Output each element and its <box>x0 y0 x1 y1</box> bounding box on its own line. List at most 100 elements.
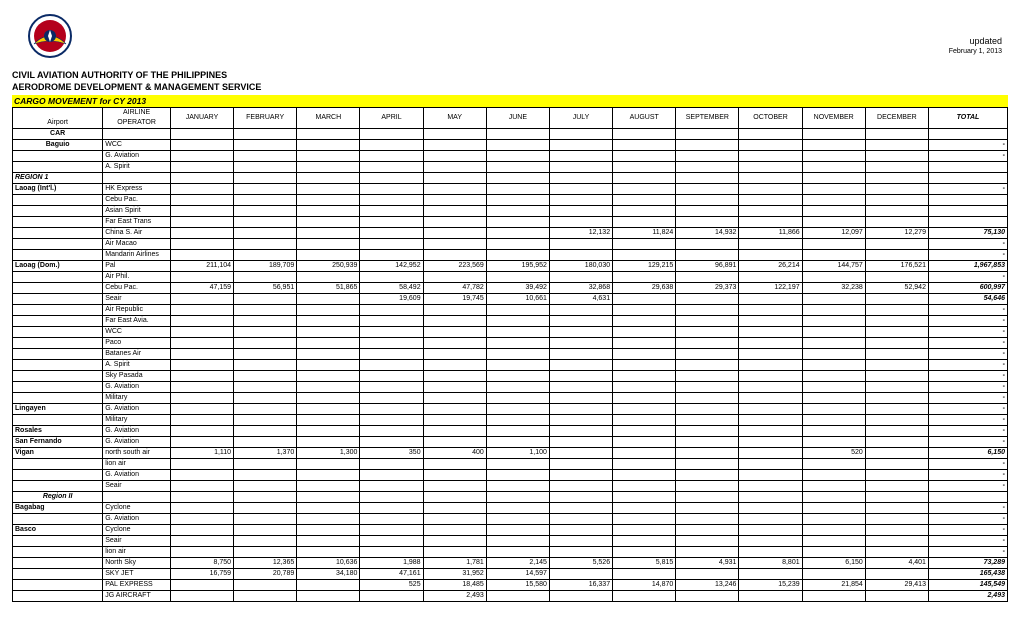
cell-airport: Lingayen <box>13 404 103 415</box>
cell-month <box>676 349 739 360</box>
cell-month <box>676 184 739 195</box>
col-jul: JULY <box>549 108 612 129</box>
cell-month <box>234 536 297 547</box>
cell-month <box>170 547 233 558</box>
table-row: PAL EXPRESS52518,48515,58016,33714,87013… <box>13 580 1008 591</box>
cell-month <box>170 382 233 393</box>
table-row: REGION 1 <box>13 173 1008 184</box>
cell-month <box>549 492 612 503</box>
cell-month <box>549 404 612 415</box>
cell-month <box>360 151 423 162</box>
cell-month <box>297 492 360 503</box>
cell-operator: Military <box>103 415 171 426</box>
cell-month <box>423 426 486 437</box>
table-row: Asian Spirit <box>13 206 1008 217</box>
cell-total: - <box>928 140 1007 151</box>
cell-month <box>802 426 865 437</box>
col-total: TOTAL <box>928 108 1007 129</box>
cell-month <box>170 415 233 426</box>
cell-month: 29,638 <box>613 283 676 294</box>
cell-month <box>234 470 297 481</box>
cell-total: - <box>928 184 1007 195</box>
cell-month <box>234 129 297 140</box>
cell-month <box>802 327 865 338</box>
cell-month <box>865 217 928 228</box>
cell-month: 520 <box>802 448 865 459</box>
table-row: lion air- <box>13 459 1008 470</box>
cell-month <box>739 525 802 536</box>
cell-month <box>549 173 612 184</box>
cell-month <box>360 547 423 558</box>
cell-month <box>170 393 233 404</box>
cell-month <box>423 162 486 173</box>
cargo-table: Airport AIRLINEOPERATOR JANUARY FEBRUARY… <box>12 107 1008 602</box>
cell-month <box>676 305 739 316</box>
cell-month <box>865 382 928 393</box>
cell-month <box>613 514 676 525</box>
cell-month <box>486 536 549 547</box>
cell-month <box>170 239 233 250</box>
cell-month: 29,373 <box>676 283 739 294</box>
cell-month <box>297 294 360 305</box>
cell-month <box>865 162 928 173</box>
cell-month <box>739 206 802 217</box>
cell-month <box>676 140 739 151</box>
cell-month <box>360 426 423 437</box>
cell-month: 16,759 <box>170 569 233 580</box>
cell-month <box>865 140 928 151</box>
cell-month <box>486 327 549 338</box>
cell-month <box>297 140 360 151</box>
cell-month: 129,215 <box>613 261 676 272</box>
cell-month: 47,161 <box>360 569 423 580</box>
cell-month: 34,180 <box>297 569 360 580</box>
cell-month <box>613 162 676 173</box>
cell-operator: Cyclone <box>103 525 171 536</box>
cell-month: 8,801 <box>739 558 802 569</box>
cell-month <box>802 162 865 173</box>
cell-total: 54,646 <box>928 294 1007 305</box>
cell-month <box>739 393 802 404</box>
cell-airport <box>13 305 103 316</box>
col-nov: NOVEMBER <box>802 108 865 129</box>
cell-month <box>423 514 486 525</box>
cell-month <box>802 206 865 217</box>
cell-month <box>676 250 739 261</box>
cell-month <box>297 173 360 184</box>
cell-month: 350 <box>360 448 423 459</box>
cell-operator: G. Aviation <box>103 404 171 415</box>
cell-month <box>234 525 297 536</box>
cell-month <box>613 382 676 393</box>
table-row: A. Spirit- <box>13 360 1008 371</box>
cell-month <box>423 382 486 393</box>
cell-month <box>360 140 423 151</box>
cell-airport <box>13 272 103 283</box>
cell-month <box>360 591 423 602</box>
cell-month <box>423 415 486 426</box>
cell-month: 15,580 <box>486 580 549 591</box>
cell-airport: Laoag (Int'l.) <box>13 184 103 195</box>
cell-month <box>234 239 297 250</box>
cell-month <box>486 228 549 239</box>
cell-month <box>170 316 233 327</box>
cell-airport <box>13 228 103 239</box>
cell-month <box>297 404 360 415</box>
cell-month <box>549 459 612 470</box>
cell-month <box>802 371 865 382</box>
cell-month <box>297 349 360 360</box>
cell-total: - <box>928 547 1007 558</box>
cell-month <box>802 503 865 514</box>
cell-month <box>234 492 297 503</box>
cell-month <box>170 184 233 195</box>
cell-month <box>549 525 612 536</box>
cell-month <box>486 525 549 536</box>
cell-month <box>170 327 233 338</box>
cell-month <box>234 294 297 305</box>
cell-month <box>360 206 423 217</box>
cell-total: - <box>928 327 1007 338</box>
cell-month: 20,789 <box>234 569 297 580</box>
table-row: G. Aviation- <box>13 382 1008 393</box>
cell-month <box>865 470 928 481</box>
cell-month <box>613 459 676 470</box>
cell-operator: Military <box>103 393 171 404</box>
cell-month <box>676 327 739 338</box>
